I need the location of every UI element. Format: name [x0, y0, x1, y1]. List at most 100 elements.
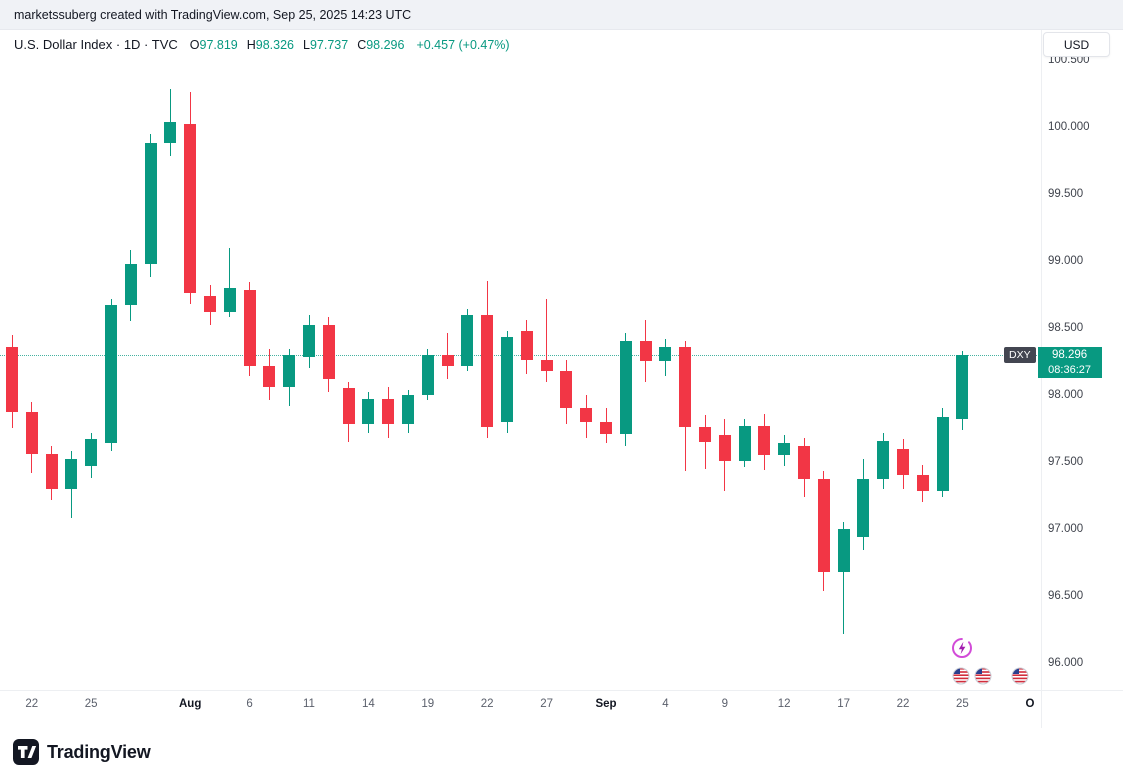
- price-axis-label: 97.000: [1048, 523, 1084, 535]
- candle-body: [877, 440, 890, 480]
- candle-body: [560, 370, 573, 409]
- candle-body: [6, 346, 18, 413]
- candle-body: [501, 337, 513, 422]
- ohlc-low: L97.737: [303, 38, 348, 52]
- flash-event-icon[interactable]: [951, 637, 973, 664]
- candle-body: [659, 346, 672, 362]
- candle-body: [956, 355, 969, 420]
- time-axis-separator: [0, 690, 1123, 691]
- time-axis-label: O: [1025, 698, 1035, 710]
- plot-region[interactable]: [0, 30, 1041, 690]
- price-axis-separator: [1041, 30, 1042, 728]
- candle-body: [322, 325, 335, 379]
- high-value: 98.326: [255, 38, 294, 52]
- candle-body: [184, 124, 197, 294]
- time-axis-label: 14: [361, 698, 375, 710]
- us-flag-event-icon[interactable]: [952, 667, 970, 690]
- candle-body: [540, 360, 553, 371]
- candle-wick: [229, 247, 231, 318]
- candle-body: [144, 143, 157, 264]
- last-price-value: 98.296: [1037, 347, 1102, 364]
- candle-wick: [704, 415, 706, 469]
- candle-body: [45, 453, 58, 489]
- candle-body: [857, 479, 870, 538]
- candle-body: [461, 314, 474, 366]
- currency-button[interactable]: USD: [1043, 32, 1110, 57]
- candle-body: [916, 475, 929, 492]
- high-label: H: [246, 38, 256, 52]
- price-axis-label: 100.000: [1048, 121, 1090, 133]
- change-readout: +0.457 (+0.47%): [416, 38, 510, 52]
- bar-countdown: 08:36:27: [1037, 363, 1102, 379]
- time-axis-label: 12: [777, 698, 791, 710]
- symbol-chip: DXY: [1004, 347, 1036, 364]
- candle-body: [263, 365, 276, 387]
- price-axis-label: 100.500: [1048, 54, 1090, 66]
- last-price-column: 98.296 08:36:27: [1037, 347, 1102, 379]
- time-axis[interactable]: 22 25 Aug 6 11 14 19 22 27 Sep 4 9 12 17 22 25 O: [0, 691, 1041, 728]
- candle-body: [105, 305, 117, 444]
- us-flag-event-icon[interactable]: [974, 667, 992, 690]
- candle-body: [679, 346, 692, 428]
- candle-body: [718, 435, 731, 461]
- tradingview-logo[interactable]: TradingView: [13, 739, 151, 765]
- price-axis-label: 97.500: [1048, 456, 1084, 468]
- candle-body: [382, 399, 395, 425]
- open-value: 97.819: [199, 38, 238, 52]
- open-label: O: [189, 38, 200, 52]
- candle-body: [520, 330, 533, 361]
- price-axis-label: 99.500: [1048, 188, 1084, 200]
- candle-body: [580, 408, 593, 422]
- chart-panel: U.S. Dollar Index · 1D · TVC O97.819 H98…: [0, 30, 1123, 728]
- symbol-title[interactable]: U.S. Dollar Index · 1D · TVC: [14, 37, 178, 52]
- candle-body: [342, 388, 355, 425]
- candle-body: [421, 354, 434, 395]
- ohlc-readout: O97.819 H98.326 L97.737 C98.296: [190, 38, 405, 52]
- candle-body: [223, 287, 236, 312]
- close-value: 98.296: [366, 38, 405, 52]
- candle-body: [758, 425, 771, 456]
- candle-body: [441, 354, 454, 366]
- candle-body: [124, 263, 137, 306]
- tradingview-logo-icon: [13, 739, 39, 765]
- candle-body: [402, 395, 414, 425]
- footer-bar: TradingView: [0, 728, 1123, 776]
- us-flag-event-icon[interactable]: [1011, 667, 1029, 690]
- ohlc-open: O97.819: [190, 38, 238, 52]
- candle-body: [481, 314, 494, 428]
- price-axis-label: 99.000: [1048, 255, 1084, 267]
- candle-wick: [843, 522, 845, 634]
- brand-text: TradingView: [47, 741, 151, 762]
- time-axis-label: 22: [480, 698, 494, 710]
- candle-body: [837, 529, 850, 572]
- time-axis-label: 22: [896, 698, 910, 710]
- candle-body: [25, 412, 38, 454]
- candle-body: [362, 399, 375, 425]
- time-axis-label: 6: [246, 698, 253, 710]
- candle-body: [243, 290, 256, 366]
- time-axis-label: 27: [540, 698, 553, 710]
- candle-body: [639, 341, 652, 362]
- attribution-bar: marketssuberg created with TradingView.c…: [0, 0, 1123, 30]
- price-axis[interactable]: 100.500 100.000 99.500 99.000 98.500 98.000 97…: [1042, 30, 1123, 690]
- candle-wick: [546, 298, 548, 382]
- candle-body: [778, 443, 791, 456]
- attribution-text: marketssuberg created with TradingView.c…: [14, 7, 412, 22]
- time-axis-label: Sep: [595, 698, 617, 710]
- candle-body: [65, 459, 78, 489]
- candle-body: [738, 425, 751, 461]
- price-axis-label: 96.500: [1048, 590, 1084, 602]
- last-price-badge: DXY 98.296 08:36:27: [1004, 347, 1102, 379]
- price-axis-label: 96.000: [1048, 657, 1084, 669]
- time-axis-label: 4: [662, 698, 669, 710]
- close-label: C: [357, 38, 367, 52]
- candle-body: [600, 421, 612, 434]
- candle-body: [798, 445, 810, 480]
- last-price-line: [0, 355, 1041, 357]
- time-axis-label: 11: [303, 698, 315, 710]
- symbol-header: U.S. Dollar Index · 1D · TVC O97.819 H98…: [14, 37, 510, 52]
- time-axis-label: 25: [84, 698, 98, 710]
- candle-body: [897, 448, 909, 476]
- low-label: L: [303, 38, 310, 52]
